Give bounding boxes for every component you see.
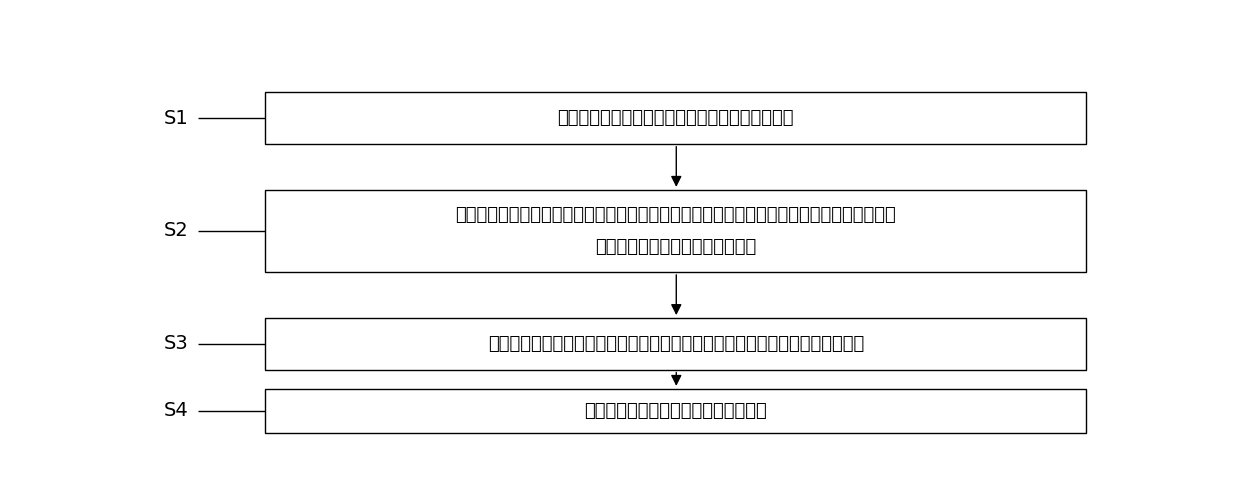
Bar	[265, 92, 1087, 144]
Text: 根据逆变器母线电压和逆变器输出电压，以及设定的参考电流和参考频率得到滞环电流环宽，: 根据逆变器母线电压和逆变器输出电压，以及设定的参考电流和参考频率得到滞环电流环宽…	[456, 206, 896, 224]
Bar	[265, 190, 1087, 272]
Text: S2: S2	[164, 221, 188, 241]
Text: S4: S4	[164, 401, 188, 420]
Text: S1: S1	[164, 108, 188, 128]
Text: 滞环比较器根据滞环电流环宽、逆变器输出电流与参考电流的差值得到控制信号: 滞环比较器根据滞环电流环宽、逆变器输出电流与参考电流的差值得到控制信号	[488, 335, 864, 353]
Text: 并将滞环电流环宽输入滞环比较器: 并将滞环电流环宽输入滞环比较器	[595, 238, 757, 256]
Text: S3: S3	[164, 334, 188, 353]
Bar	[265, 389, 1087, 433]
Bar	[265, 318, 1087, 370]
Text: 根据控制信号控制逆变器的开关管动作: 根据控制信号控制逆变器的开关管动作	[585, 402, 767, 420]
Text: 获取逆变器母线电压和逆变器输出电压与输出电流: 获取逆变器母线电压和逆变器输出电压与输出电流	[558, 109, 794, 127]
